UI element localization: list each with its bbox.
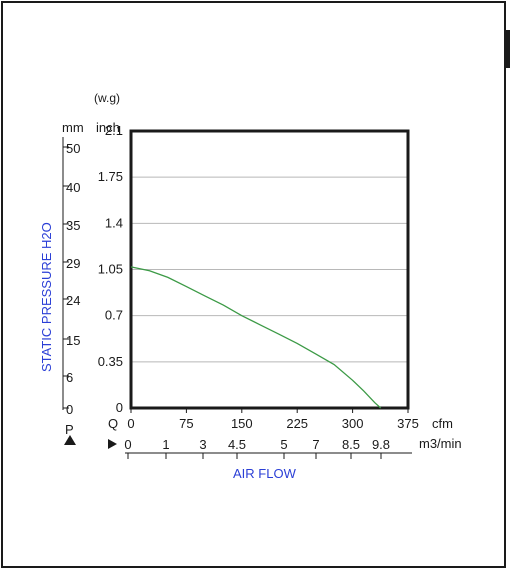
- y-tick-label-mm: 40: [66, 180, 80, 195]
- y-ticks-mm: 0 6 15 24 29 35 40 50: [63, 141, 80, 417]
- y-tick-label-inch: 2.1: [105, 123, 123, 138]
- y-tick-label-mm: 29: [66, 256, 80, 271]
- plot-border: [129, 129, 410, 410]
- y-tick-label-mm: 50: [66, 141, 80, 156]
- y-tick-label-inch: 1.75: [98, 169, 123, 184]
- y-tick-label-inch: 0: [116, 400, 123, 415]
- x-tick-label-m3: 7: [312, 437, 319, 452]
- series-line: [130, 266, 382, 409]
- y-tick-label-mm: 24: [66, 293, 80, 308]
- edge-mark: [505, 30, 510, 68]
- x-axis-symbol: Q: [108, 416, 118, 431]
- y-tick-label-inch: 0.7: [105, 308, 123, 323]
- x-tick-label-m3: 1: [162, 437, 169, 452]
- y-axis-arrow-icon: [64, 435, 76, 445]
- x-unit-secondary: m3/min: [419, 436, 462, 451]
- y-tick-label-mm: 0: [66, 402, 73, 417]
- grid-lines: [131, 176, 408, 363]
- x-ticks-m3min: 0 1 3 4.5 5 7 8.5 9.8: [124, 437, 390, 459]
- x-tick-label-cfm: 375: [397, 416, 419, 431]
- x-axis-title: AIR FLOW: [233, 466, 297, 481]
- x-tick-label-cfm: 225: [286, 416, 308, 431]
- x-axis-arrow-icon: [108, 439, 117, 449]
- y-unit-primary: inch: [96, 120, 120, 135]
- x-tick-label-m3: 5: [280, 437, 287, 452]
- x-tick-label-cfm: 300: [342, 416, 364, 431]
- x-tick-label-m3: 0: [124, 437, 131, 452]
- y-ticks-inch: 0 0.35 0.7 1.05 1.4 1.75 2.1: [98, 123, 123, 415]
- y-tick-label-mm: 15: [66, 333, 80, 348]
- y-tick-label-mm: 35: [66, 218, 80, 233]
- y-axis-symbol: P: [65, 422, 74, 437]
- x-unit-primary: cfm: [432, 416, 453, 431]
- y-unit-secondary: mm: [62, 120, 84, 135]
- y-tick-label-inch: 1.05: [98, 262, 123, 277]
- y-unit-note: (w.g): [94, 91, 120, 105]
- x-tick-label-cfm: 150: [231, 416, 253, 431]
- y-tick-label-inch: 0.35: [98, 354, 123, 369]
- x-tick-label-m3: 3: [199, 437, 206, 452]
- y-axis-title: STATIC PRESSURE H2O: [39, 222, 54, 372]
- x-tick-label-cfm: 75: [179, 416, 193, 431]
- x-tick-label-cfm: 0: [127, 416, 134, 431]
- y-tick-label-inch: 1.4: [105, 215, 123, 230]
- y-tick-label-mm: 6: [66, 370, 73, 385]
- x-tick-label-m3: 8.5: [342, 437, 360, 452]
- x-tick-label-m3: 9.8: [372, 437, 390, 452]
- x-ticks-cfm: 0 75 150 225 300 375: [127, 409, 419, 431]
- x-tick-label-m3: 4.5: [228, 437, 246, 452]
